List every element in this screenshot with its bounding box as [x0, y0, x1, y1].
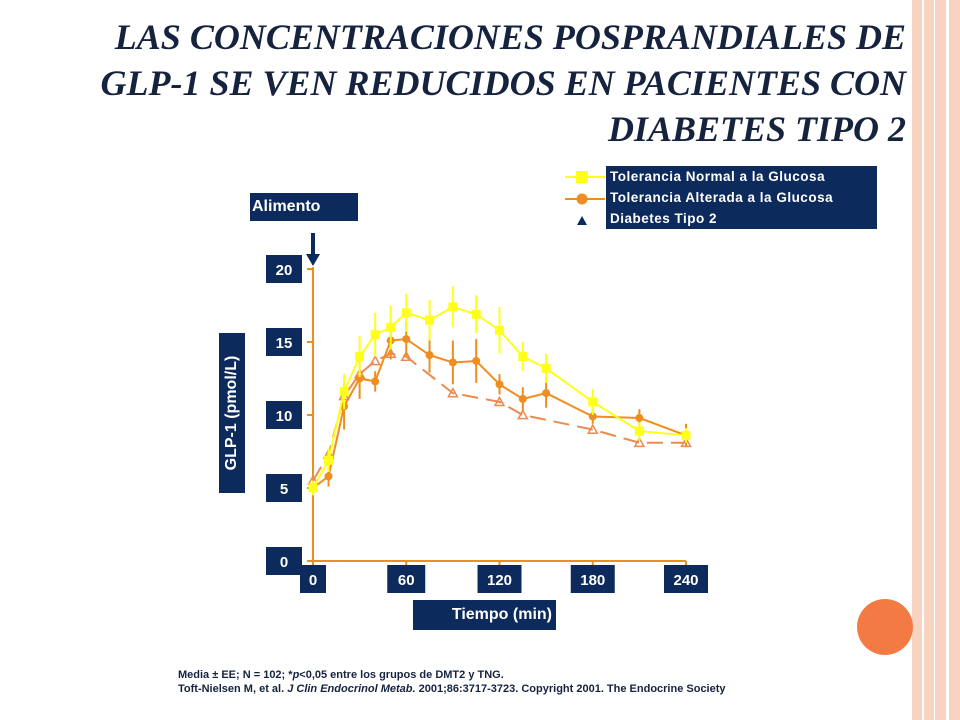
data-point-t2d	[369, 354, 381, 366]
y-tick-label-bg	[266, 401, 302, 429]
series-line-igt	[312, 338, 687, 489]
footnote-stats-end: <0,05 entre los grupos de DMT2 y TNG.	[299, 669, 504, 681]
data-point-t2d	[447, 387, 459, 398]
legend-entry-t2d: Diabetes Tipo 2	[610, 211, 718, 226]
y-tick-label: 5	[280, 481, 288, 498]
x-tick-label: 180	[580, 572, 605, 589]
legend-marker-ntg	[576, 171, 588, 183]
data-point-ntg	[518, 352, 528, 362]
data-point-t2d	[517, 408, 529, 420]
decorative-orange-circle	[857, 599, 913, 655]
data-point-igt	[324, 472, 333, 481]
data-point-igt	[635, 413, 644, 422]
x-tick-label-bg	[570, 565, 615, 593]
data-point-igt	[542, 389, 551, 398]
data-point-igt	[588, 412, 597, 421]
data-point-igt	[472, 356, 481, 365]
legend-entry-ntg: Tolerancia Normal a la Glucosa	[610, 169, 826, 184]
data-point-igt	[371, 377, 380, 386]
data-point-ntg	[634, 426, 644, 436]
data-point-igt	[495, 380, 504, 389]
y-tick-label-bg	[266, 547, 302, 575]
meal-arrow-head	[306, 254, 320, 266]
footnote: Media ± EE; N = 102; *p<0,05 entre los g…	[178, 668, 918, 696]
footnote-p: p	[292, 669, 300, 681]
footnote-citation-rest: 2001;86:3717-3723. Copyright 2001. The E…	[415, 683, 726, 695]
x-axis-label: Tiempo (min)	[413, 600, 556, 630]
data-point-ntg	[541, 363, 551, 373]
legend: Tolerancia Normal a la Glucosa Toleranci…	[606, 166, 877, 229]
data-point-ntg	[370, 330, 380, 340]
data-point-ntg	[355, 352, 365, 362]
data-point-ntg	[588, 397, 598, 407]
title-line-3: Diabetes Tipo 2	[607, 109, 906, 149]
title-line-2: GLP-1 se ven reducidos en pacientes con	[100, 63, 906, 103]
title-line-1: Las concentraciones posprandiales de	[114, 17, 906, 57]
data-point-ntg	[471, 309, 481, 319]
right-decoration	[912, 0, 960, 720]
legend-marker-t2d	[577, 216, 587, 225]
decor-stripe	[946, 0, 949, 720]
data-point-ntg	[681, 430, 691, 440]
legend-marker-igt	[576, 193, 588, 205]
y-tick-label-bg	[266, 328, 302, 356]
data-point-igt	[518, 394, 527, 403]
data-point-igt	[425, 351, 434, 360]
y-tick-label-bg	[266, 474, 302, 502]
footnote-line-2: Toft-Nielsen M, et al. J Clin Endocrinol…	[178, 682, 918, 696]
x-tick-label-bg	[387, 565, 426, 593]
footnote-citation-authors: Toft-Nielsen M, et al.	[178, 683, 288, 695]
x-tick-label-bg	[300, 565, 326, 593]
data-point-ntg	[324, 455, 334, 465]
data-point-t2d	[586, 423, 599, 434]
y-tick-label: 20	[276, 262, 293, 279]
data-point-igt	[448, 358, 457, 367]
data-point-igt	[402, 335, 411, 344]
x-tick-label: 60	[398, 572, 415, 589]
footnote-citation-journal: J Clin Endocrinol Metab.	[287, 683, 416, 695]
data-point-igt	[355, 374, 364, 383]
decor-stripe	[934, 0, 935, 720]
footnote-line-1: Media ± EE; N = 102; *p<0,05 entre los g…	[178, 668, 918, 682]
data-point-ntg	[401, 308, 411, 318]
x-tick-label: 0	[309, 572, 317, 589]
x-tick-label-bg	[664, 565, 708, 593]
series-line-ntg	[312, 305, 687, 489]
y-tick-label: 10	[276, 408, 293, 425]
data-point-ntg	[339, 387, 349, 397]
data-point-ntg	[495, 325, 504, 335]
meal-annotation: Alimento	[250, 193, 358, 221]
y-tick-label-bg	[266, 255, 302, 283]
data-point-ntg	[386, 322, 396, 332]
data-point-ntg	[425, 315, 435, 325]
x-tick-label: 240	[673, 572, 698, 589]
y-axis-label: GLP-1 (pmol/L)	[219, 333, 245, 493]
x-tick-label: 120	[487, 572, 512, 589]
data-point-ntg	[308, 483, 318, 493]
slide-title: Las concentraciones posprandiales de GLP…	[40, 14, 906, 152]
data-point-ntg	[448, 302, 458, 312]
legend-entry-igt: Tolerancia Alterada a la Glucosa	[610, 190, 834, 205]
data-point-t2d	[633, 436, 646, 448]
y-tick-label: 0	[280, 554, 288, 571]
x-tick-label-bg	[477, 565, 522, 593]
footnote-stats: Media ± EE; N = 102; *	[178, 669, 293, 681]
data-point-t2d	[493, 395, 506, 407]
y-tick-label: 15	[276, 335, 293, 352]
decor-stripe	[922, 0, 924, 720]
data-point-t2d	[400, 350, 413, 361]
